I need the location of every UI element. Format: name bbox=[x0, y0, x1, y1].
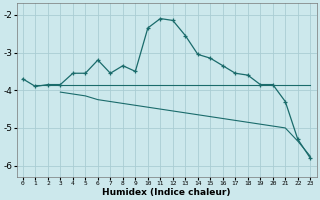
X-axis label: Humidex (Indice chaleur): Humidex (Indice chaleur) bbox=[102, 188, 231, 197]
